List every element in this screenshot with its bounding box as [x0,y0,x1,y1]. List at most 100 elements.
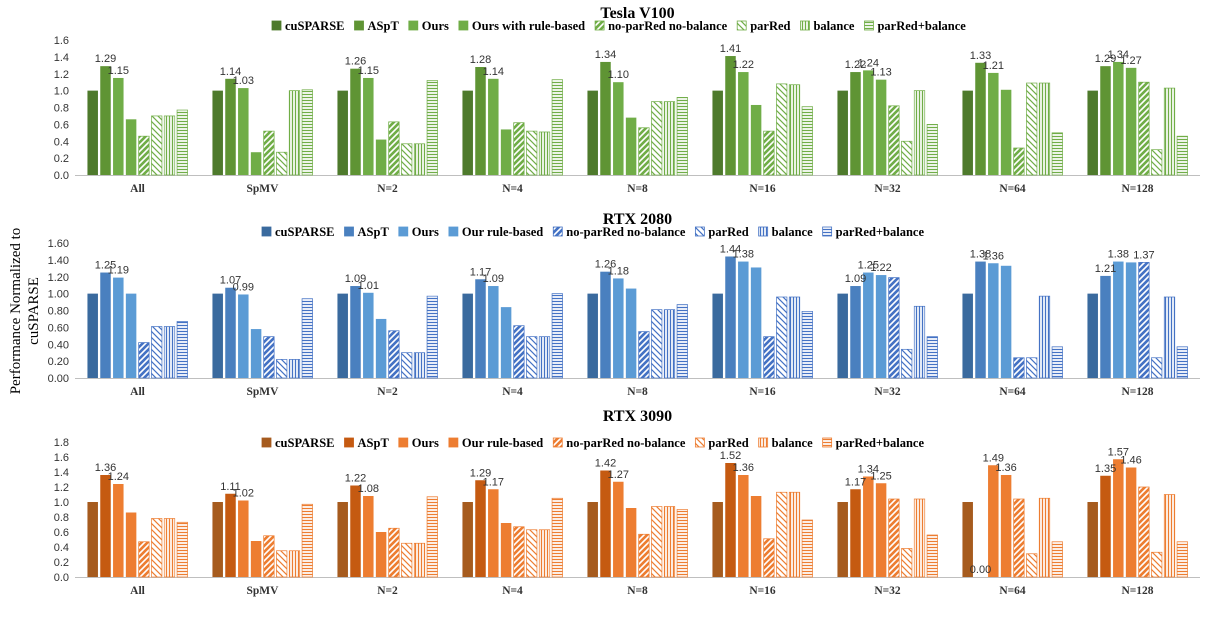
bar-aspt [725,463,736,577]
bar-group-n-64 [962,261,1063,379]
x-tick-label: SpMV [247,183,280,195]
data-label: 1.26 [595,259,616,271]
y-tick-label: 0.40 [48,339,69,351]
bar-cusparse [837,293,848,378]
bar-parred [901,140,913,176]
data-label: 1.24 [858,57,879,69]
bar-parred-balance [801,106,813,176]
data-label: 1.11 [220,481,241,493]
legend-swatch [552,226,563,237]
bar-ours [1113,261,1124,378]
legend-item-cusparse: cuSPARSE [271,19,345,33]
data-label: 1.25 [870,470,891,482]
bar-aspt [350,485,361,577]
x-tick-label: N=8 [627,183,648,195]
y-tick-label: 0.2 [54,557,69,569]
bar-no-parred-no-balance [888,277,900,379]
bar-parred [526,130,538,176]
bar-parred [651,309,663,379]
data-label: 1.21 [983,60,1004,72]
bar-no-parred-no-balance [138,541,150,578]
bar-ours [488,78,499,175]
x-tick-label: N=16 [749,585,776,597]
bar-group-n-64 [962,465,1063,578]
bar-cusparse [337,502,348,577]
bar-aspt [725,56,736,175]
legend-swatch [458,20,469,31]
legend-swatch [594,20,605,31]
bar-balance [1038,82,1051,176]
bar-parred-balance [801,310,813,379]
data-label: 1.27 [608,469,629,481]
bar-no-parred-no-balance [888,105,900,176]
panel-title: Tesla V100 [600,5,674,22]
data-label: 1.37 [1133,249,1154,261]
bar-parred-balance [1176,541,1188,578]
data-label: 1.33 [970,50,991,62]
x-tick-label: SpMV [247,585,280,597]
legend-item-ours: Ours [398,436,439,450]
bar-balance [1038,295,1051,379]
bar-parred [1151,149,1163,176]
legend-label: ASpT [358,436,390,450]
bar-group-n-8 [587,271,688,379]
bar-no-parred-no-balance [388,527,400,578]
data-label: 1.10 [608,69,629,81]
x-tick-label: N=64 [999,183,1026,195]
bar-parred [776,83,788,176]
legend-swatch [344,226,354,237]
legend-swatch [271,20,282,31]
bar-our-rule-based [750,267,762,378]
data-label: 1.46 [1120,455,1141,467]
legend-label: parRed [708,436,748,450]
bar-parred-balance [1051,132,1063,176]
bar-cusparse [837,502,848,577]
bar-cusparse [462,293,473,378]
legend-item-ours: Ours [398,225,439,239]
y-tick-label: 1.6 [54,35,69,47]
legend: cuSPARSE ASpT Ours Ours with rule-based no-p… [271,19,966,33]
panel-rtx-3090: RTX 3090 cuSPARSE ASpT Ours Our rule-based no… [54,408,1200,597]
bar-cusparse [1087,90,1098,175]
x-tick-label: SpMV [247,386,280,398]
panel-title: RTX 2080 [603,211,672,228]
bar-parred-balance [1051,346,1063,379]
bar-group-n-32 [837,476,938,578]
bar-cusparse [1087,293,1098,378]
bar-ours [363,292,374,378]
bar-ours [863,272,874,378]
bar-group-spmv [212,493,313,578]
bar-no-parred-no-balance [763,538,775,578]
bar-cusparse [712,293,723,378]
bar-aspt [100,272,111,378]
data-label: 1.01 [358,280,379,292]
bar-our-rule-based [875,275,887,378]
bar-cusparse [962,293,973,378]
data-label: 1.38 [733,249,754,261]
bar-parred-balance [1051,541,1063,578]
bar-group-n-128 [1087,261,1188,379]
bar-group-n-8 [587,61,688,176]
x-tick-label: N=128 [1121,386,1153,398]
y-tick-label: 1.40 [48,255,69,267]
bar-cusparse [87,293,98,378]
bar-group-n-64 [962,62,1063,176]
bar-balance [288,90,301,176]
bar-parred-balance [176,109,188,176]
bar-cusparse [587,502,598,577]
bar-no-parred-no-balance [263,336,275,379]
bar-our-rule-based [125,512,137,577]
legend-item-our-rule-based: Our rule-based [448,225,543,239]
bar-parred-balance [676,97,688,176]
legend-item-ours: Ours [408,19,449,33]
x-tick-label: N=4 [502,585,523,597]
data-label: 1.38 [1108,249,1129,261]
bar-ours-with-rule-based [1000,89,1012,175]
data-label: 1.29 [470,467,491,479]
bar-balance [288,550,301,578]
legend-item-parred: parRed [694,225,749,239]
legend-swatch [448,437,459,448]
legend-label: Our rule-based [462,436,543,450]
data-label: 1.17 [470,266,491,278]
